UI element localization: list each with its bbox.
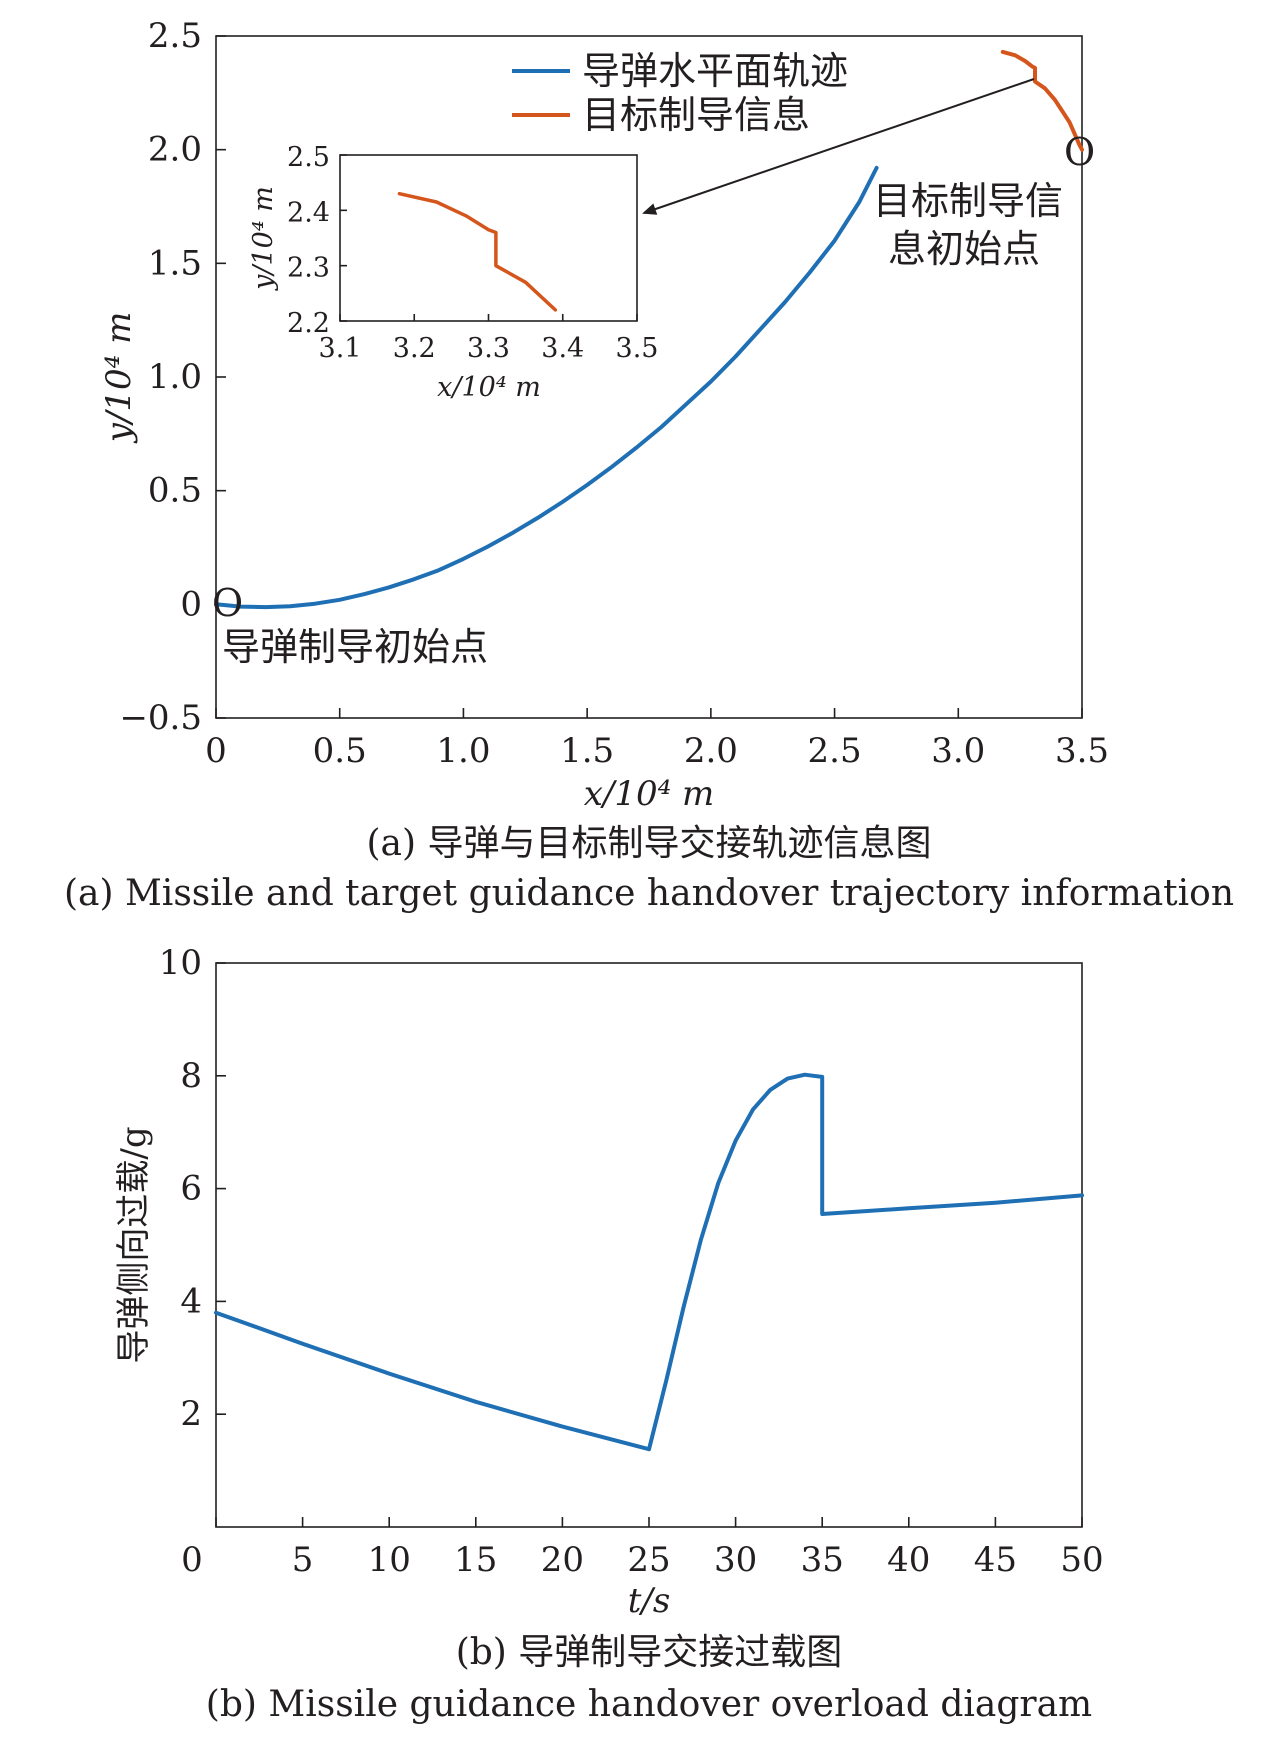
panel-b-x-tick-label-9: 45: [974, 1540, 1017, 1580]
inset-y-tick-label-2: 2.4: [287, 197, 330, 228]
panel-b-x-tick-label-10: 50: [1060, 1540, 1103, 1580]
inset-y-tick-label-1: 2.3: [287, 253, 330, 284]
panel-b-y-tick-label-0: 2: [180, 1394, 202, 1434]
inset-x-tick-label-1: 3.2: [393, 333, 436, 364]
zoom-arrow: [642, 78, 1035, 215]
panel-a-plot-frame: [215, 35, 1083, 719]
panel-a-x-axis-title: x/10⁴ m: [584, 774, 715, 814]
legend-label-missile: 导弹水平面轨迹: [582, 49, 848, 93]
panel-a-caption-cn: (a) 导弹与目标制导交接轨迹信息图: [367, 823, 932, 864]
panel-a-x-tick-label-0: 0: [205, 731, 227, 771]
panel-b-x-tick-label-6: 30: [714, 1540, 757, 1580]
inset-plot-frame: [339, 154, 638, 322]
inset-series-layer: [397, 191, 558, 312]
missile-start-annotation: 导弹制导初始点: [222, 625, 488, 669]
panel-b-x-tick-label-2: 10: [368, 1540, 411, 1580]
panel-b-y-ticks: 2 4 6 8 10: [159, 943, 226, 1434]
panel-b-y-tick-label-2: 6: [180, 1169, 202, 1209]
panel-b-x-axis-title: t/s: [628, 1581, 671, 1621]
panel-b-overload-chart: 0 5 10 15 20 25 30 35 40 45 50 2 4 6 8 10 t/s 导弹侧向过载/g…: [114, 943, 1104, 1725]
panel-a-y-ticks: −0.5 0 0.5 1.0 1.5 2.0 2.5: [119, 16, 226, 738]
panel-a-x-tick-label-5: 2.5: [808, 731, 862, 771]
panel-a-x-tick-label-3: 1.5: [560, 731, 614, 771]
panel-a-y-tick-label-6: 2.5: [148, 16, 202, 56]
panel-a-caption-en: (a) Missile and target guidance handover…: [64, 873, 1234, 914]
inset-x-axis-title: x/10⁴ m: [437, 372, 541, 403]
inset-x-tick-label-3: 3.4: [541, 333, 584, 364]
panel-a-y-tick-label-0: −0.5: [119, 698, 202, 738]
panel-a-inset: 3.1 3.2 3.3 3.4 3.5 2.2 2.3 2.4 2.5 x/10⁴ m y/1…: [248, 142, 658, 403]
panel-b-x-tick-label-1: 5: [292, 1540, 314, 1580]
legend-label-target: 目标制导信息: [582, 93, 810, 137]
panel-b-y-tick-label-1: 4: [180, 1281, 202, 1321]
panel-b-x-tick-label-7: 35: [801, 1540, 844, 1580]
inset-y-tick-label-3: 2.5: [287, 142, 330, 173]
panel-a-y-tick-label-4: 1.5: [148, 243, 202, 283]
panel-b-y-tick-label-4: 10: [159, 943, 202, 983]
panel-b-x-tick-label-3: 15: [454, 1540, 497, 1580]
inset-y-ticks: 2.2 2.3 2.4 2.5: [287, 142, 347, 339]
inset-y-tick-label-0: 2.2: [287, 308, 330, 339]
panel-a-y-tick-label-1: 0: [180, 584, 202, 624]
panel-a-x-tick-label-2: 1.0: [436, 731, 490, 771]
panel-b-x-tick-label-5: 25: [627, 1540, 670, 1580]
panel-a-y-tick-label-3: 1.0: [148, 357, 202, 397]
inset-series-line-0: [397, 191, 558, 312]
panel-a-x-ticks: 0 0.5 1.0 1.5 2.0 2.5 3.0 3.5: [205, 708, 1109, 771]
target-start-marker: O: [1064, 130, 1095, 174]
inset-x-tick-label-0: 3.1: [319, 333, 362, 364]
panel-b-series-line-0: [214, 1072, 1084, 1452]
panel-a-series-layer: [214, 49, 1084, 610]
panel-a-series-line-1: [1000, 49, 1084, 152]
panel-b-x-tick-label-0: 0: [181, 1540, 203, 1580]
panel-b-x-tick-label-8: 40: [887, 1540, 930, 1580]
panel-a-y-tick-label-2: 0.5: [148, 471, 202, 511]
panel-a-legend: 导弹水平面轨迹 目标制导信息: [512, 49, 848, 137]
panel-b-y-tick-label-3: 8: [180, 1056, 202, 1096]
panel-b-caption-en: (b) Missile guidance handover overload d…: [206, 1684, 1092, 1725]
panel-b-caption-cn: (b) 导弹制导交接过载图: [456, 1632, 843, 1673]
missile-start-marker: O: [212, 581, 243, 625]
inset-x-tick-label-2: 3.3: [467, 333, 510, 364]
panel-b-series-layer: [214, 1072, 1084, 1452]
target-start-annotation-line1: 目标制导信: [873, 179, 1063, 223]
panel-a-x-tick-label-4: 2.0: [684, 731, 738, 771]
inset-x-tick-label-4: 3.5: [616, 333, 659, 364]
panel-a-x-tick-label-7: 3.5: [1055, 731, 1109, 771]
inset-y-axis-title: y/10⁴ m: [248, 186, 279, 291]
inset-x-ticks: 3.1 3.2 3.3 3.4 3.5: [319, 314, 659, 364]
panel-b-x-ticks: 0 5 10 15 20 25 30 35 40 45 50: [181, 1517, 1104, 1580]
panel-a-series-line-0: [214, 165, 879, 610]
target-start-annotation-line2: 息初始点: [888, 227, 1040, 271]
panel-a-y-tick-label-5: 2.0: [148, 130, 202, 170]
panel-a-trajectory-chart: 0 0.5 1.0 1.5 2.0 2.5 3.0 3.5 −0.500.51.01.52.0…: [64, 16, 1234, 914]
panel-b-x-tick-label-4: 20: [541, 1540, 584, 1580]
panel-a-y-axis-title: y/10⁴ m: [99, 312, 139, 445]
panel-a-x-tick-label-6: 3.0: [931, 731, 985, 771]
panel-b-y-axis-title: 导弹侧向过载/g: [114, 1126, 154, 1363]
panel-a-x-tick-label-1: 0.5: [313, 731, 367, 771]
